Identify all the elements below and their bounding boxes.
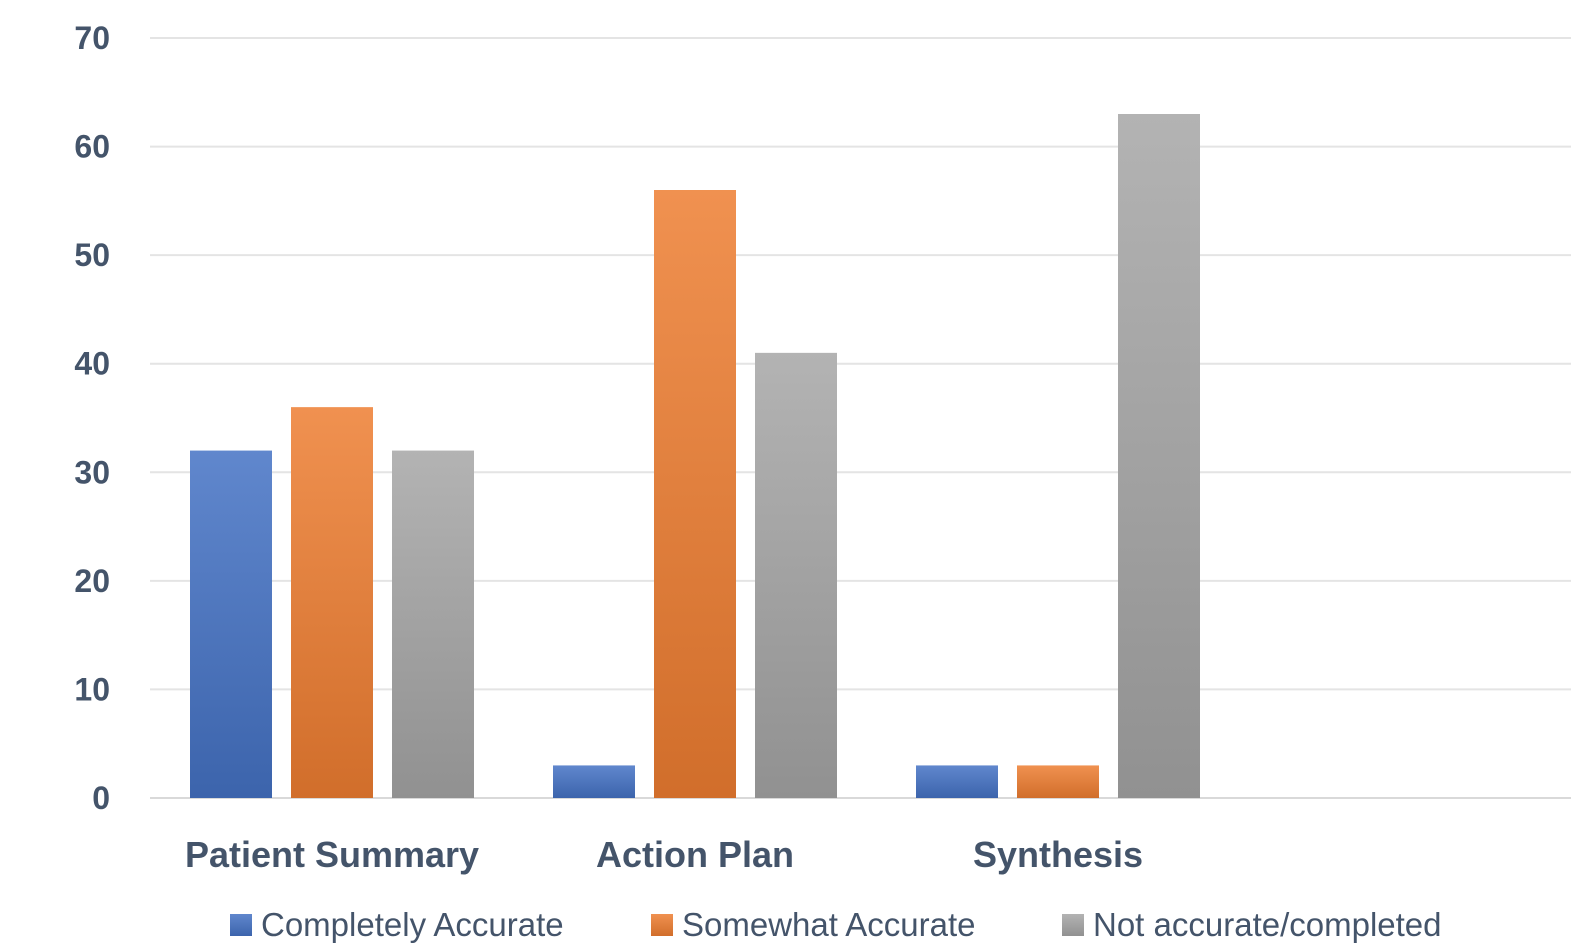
legend-label-not-accurate-completed: Not accurate/completed [1093,906,1442,943]
y-tick-label: 70 [74,20,110,56]
x-tick-label-patient-summary: Patient Summary [185,834,479,875]
legend-swatch-completely-accurate [230,914,252,936]
bar-patient-summary-completely-accurate [190,450,272,798]
bar-patient-summary-somewhat-accurate [291,407,373,798]
legend-label-completely-accurate: Completely Accurate [261,906,564,943]
bar-action-plan-not-accurate-completed [755,352,837,798]
legend: Completely Accurate Somewhat Accurate Not … [230,906,1442,943]
bars [190,114,1200,798]
legend-label-somewhat-accurate: Somewhat Accurate [682,906,976,943]
y-tick-label: 50 [74,237,110,273]
bar-patient-summary-not-accurate-completed [392,450,474,798]
bar-action-plan-somewhat-accurate [654,190,736,798]
y-tick-label: 60 [74,129,110,165]
x-axis: Patient Summary Action Plan Synthesis [185,834,1143,875]
bar-synthesis-somewhat-accurate [1017,765,1099,798]
gridlines [150,37,1571,799]
y-tick-label: 40 [74,346,110,382]
y-axis: 0 10 20 30 40 50 60 70 [74,20,110,816]
legend-swatch-somewhat-accurate [651,914,673,936]
y-tick-label: 0 [92,780,110,816]
bar-synthesis-completely-accurate [916,765,998,798]
bar-action-plan-completely-accurate [553,765,635,798]
y-tick-label: 30 [74,454,110,490]
x-tick-label-synthesis: Synthesis [973,834,1143,875]
y-tick-label: 10 [74,671,110,707]
x-tick-label-action-plan: Action Plan [596,834,794,875]
bar-synthesis-not-accurate-completed [1118,114,1200,798]
legend-swatch-not-accurate-completed [1062,914,1084,936]
y-tick-label: 20 [74,563,110,599]
